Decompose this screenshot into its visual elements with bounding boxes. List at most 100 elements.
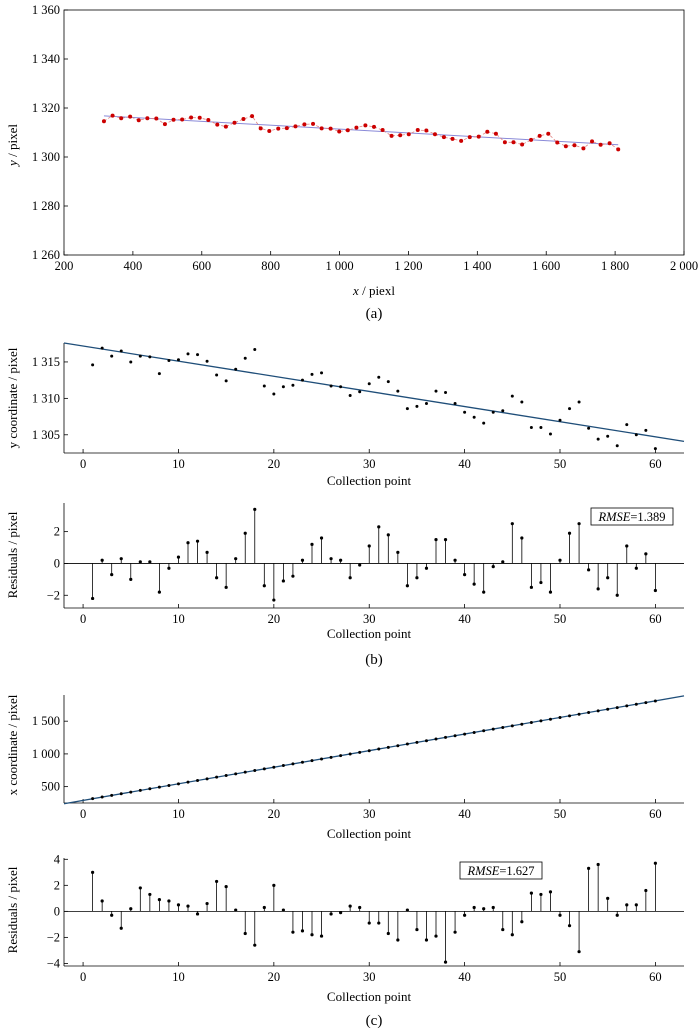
chart-c1-point (119, 792, 123, 796)
chart-c2-stem-head (215, 879, 219, 884)
chart-b1-point (482, 421, 486, 425)
chart-c2-stem-head (415, 927, 419, 932)
chart-a-ytick-label: 1 280 (32, 199, 60, 213)
chart-b2-stem-head (587, 568, 591, 572)
chart-b2-stem-head (520, 536, 524, 540)
chart-c1-point (653, 699, 657, 703)
chart-c2-stem-head (625, 903, 629, 907)
chart-b2-stem-head (339, 558, 343, 562)
chart-c2-ylabel: Residuals / pixel (5, 866, 20, 953)
chart-a-point (284, 126, 289, 131)
chart-b1-point (587, 426, 591, 430)
chart-a-ytick-label: 1 300 (32, 150, 60, 164)
chart-b2-stem-head (539, 580, 543, 585)
chart-b1-point (348, 393, 352, 397)
chart-b2-stem-head (567, 531, 572, 535)
chart-c2-stem-head (453, 930, 457, 934)
chart-b2-stem-head (100, 558, 104, 562)
chart-a-xtick-label: 800 (261, 259, 280, 273)
chart-c2-rmse-box: RMSE=1.627 (459, 861, 543, 880)
chart-b2-stem-head (463, 572, 467, 577)
chart-b2-stem-head (634, 566, 638, 570)
chart-c1-point (129, 790, 133, 794)
chart-b1-point (596, 437, 600, 441)
chart-c2-stem-head (234, 908, 238, 912)
chart-a-point (424, 128, 429, 133)
chart-b1-xtick-label: 40 (458, 457, 471, 471)
chart-c2-stem-head (148, 892, 152, 897)
chart-b2-stem-head (510, 522, 514, 526)
chart-c2-stem-head (129, 907, 133, 911)
chart-b2-stem-head (653, 588, 657, 593)
chart-a-point (119, 116, 124, 121)
chart-c1-point (291, 762, 295, 766)
chart-a-point (180, 117, 185, 122)
chart-b2-xtick-label: 0 (80, 612, 86, 626)
chart-b2-stem-head (453, 558, 457, 562)
chart-c2-stem-head (482, 907, 486, 911)
chart-b1-point (644, 428, 648, 432)
chart-b1-xlabel: Collection point (327, 473, 412, 488)
chart-b2-stem-head (424, 566, 429, 570)
chart-b1-point (100, 346, 104, 350)
chart-b2-stem-head (577, 522, 581, 526)
chart-c2-stem-head (319, 934, 324, 938)
chart-c2-xtick-label: 20 (268, 970, 281, 984)
chart-c1-point (176, 782, 180, 786)
chart-a-point (302, 122, 307, 127)
chart-c2-stem-head (577, 950, 581, 954)
chart-b2-xtick-label: 30 (363, 612, 376, 626)
chart-a-point (171, 117, 176, 122)
chart-b2-stem-head (548, 590, 553, 594)
chart-a-point (311, 121, 316, 126)
chart-c1-point (253, 769, 257, 773)
chart-b2-stem-head (110, 572, 114, 577)
chart-c1-point (415, 740, 419, 744)
chart-b1-xtick-label: 0 (80, 457, 86, 471)
chart-b1-point (568, 407, 572, 411)
chart-b2-stem-head (148, 560, 152, 564)
chart-b1-point (434, 389, 438, 393)
chart-c1-point (615, 706, 619, 710)
chart-a-point (197, 115, 202, 120)
chart-a-point (598, 142, 603, 147)
chart-b2-stem-head (300, 558, 305, 562)
chart-b1-point (520, 400, 524, 404)
chart-b1-point (548, 432, 552, 436)
chart-c1-point (186, 780, 190, 784)
chart-a-xtick-label: 1 200 (394, 259, 422, 273)
chart-c1-point (386, 745, 390, 749)
chart-a-point (581, 146, 586, 151)
chart-a-point (511, 140, 516, 145)
chart-c2-stem-head (463, 913, 467, 917)
chart-c2-stem-head (653, 861, 657, 865)
chart-c1-xtick-label: 50 (554, 807, 567, 821)
chart-c1-point (596, 709, 600, 713)
chart-b1-point (615, 444, 619, 448)
chart-b1-ylabel: y coordinate / pixel (5, 347, 20, 448)
chart-b1-point (367, 382, 371, 386)
chart-b1-point (300, 378, 304, 382)
chart-c1-xtick-label: 0 (80, 807, 86, 821)
chart-b2-ytick-label: 0 (54, 556, 60, 570)
chart-b1-point (424, 401, 428, 405)
chart-b1-point (577, 400, 581, 404)
chart-b2-stem-head (329, 557, 333, 561)
chart-c1-point (606, 707, 610, 711)
chart-c1-point (157, 785, 161, 789)
chart-c1-xtick-label: 20 (268, 807, 281, 821)
chart-c2-stem-head (176, 903, 181, 907)
chart-c2: 0 10 20 30 40 50 60 −4 −2 0 2 4 (47, 852, 684, 984)
panel-label-b: (b) (365, 652, 383, 668)
chart-c2-ytick-label: 2 (54, 878, 60, 892)
chart-a-point (459, 138, 464, 143)
panel-label-a: (a) (366, 306, 383, 322)
chart-b2-stem-head (91, 596, 95, 601)
chart-b2-ytick-label: −2 (47, 588, 60, 602)
chart-b1-point (453, 401, 457, 405)
chart-b2-stem-head (262, 584, 266, 588)
chart-a-point (432, 132, 437, 137)
chart-b2-stem-head (358, 563, 362, 567)
chart-c1: 0 10 20 30 40 50 60 500 1 000 1 500 (32, 695, 685, 821)
chart-b2-rmse-box: RMSE=1.389 (590, 507, 674, 526)
